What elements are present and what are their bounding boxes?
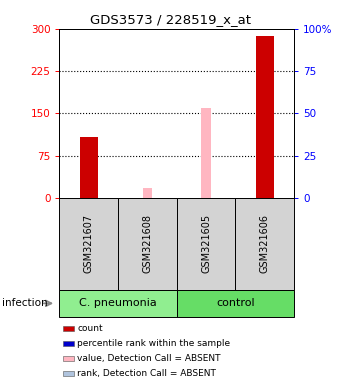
Point bbox=[145, 5, 150, 12]
Text: GDS3573 / 228519_x_at: GDS3573 / 228519_x_at bbox=[89, 13, 251, 26]
Text: percentile rank within the sample: percentile rank within the sample bbox=[77, 339, 230, 348]
Text: GSM321607: GSM321607 bbox=[84, 214, 94, 273]
Text: count: count bbox=[77, 324, 103, 333]
Text: control: control bbox=[216, 298, 255, 308]
Text: C. pneumonia: C. pneumonia bbox=[79, 298, 157, 308]
Bar bbox=[201, 108, 211, 198]
Text: infection: infection bbox=[2, 298, 47, 308]
Text: GSM321608: GSM321608 bbox=[142, 214, 152, 273]
Text: rank, Detection Call = ABSENT: rank, Detection Call = ABSENT bbox=[77, 369, 216, 378]
Text: value, Detection Call = ABSENT: value, Detection Call = ABSENT bbox=[77, 354, 221, 363]
Bar bbox=[256, 36, 274, 198]
Bar bbox=[143, 188, 152, 198]
Bar bbox=[80, 137, 98, 198]
Text: GSM321606: GSM321606 bbox=[260, 214, 270, 273]
Text: GSM321605: GSM321605 bbox=[201, 214, 211, 273]
